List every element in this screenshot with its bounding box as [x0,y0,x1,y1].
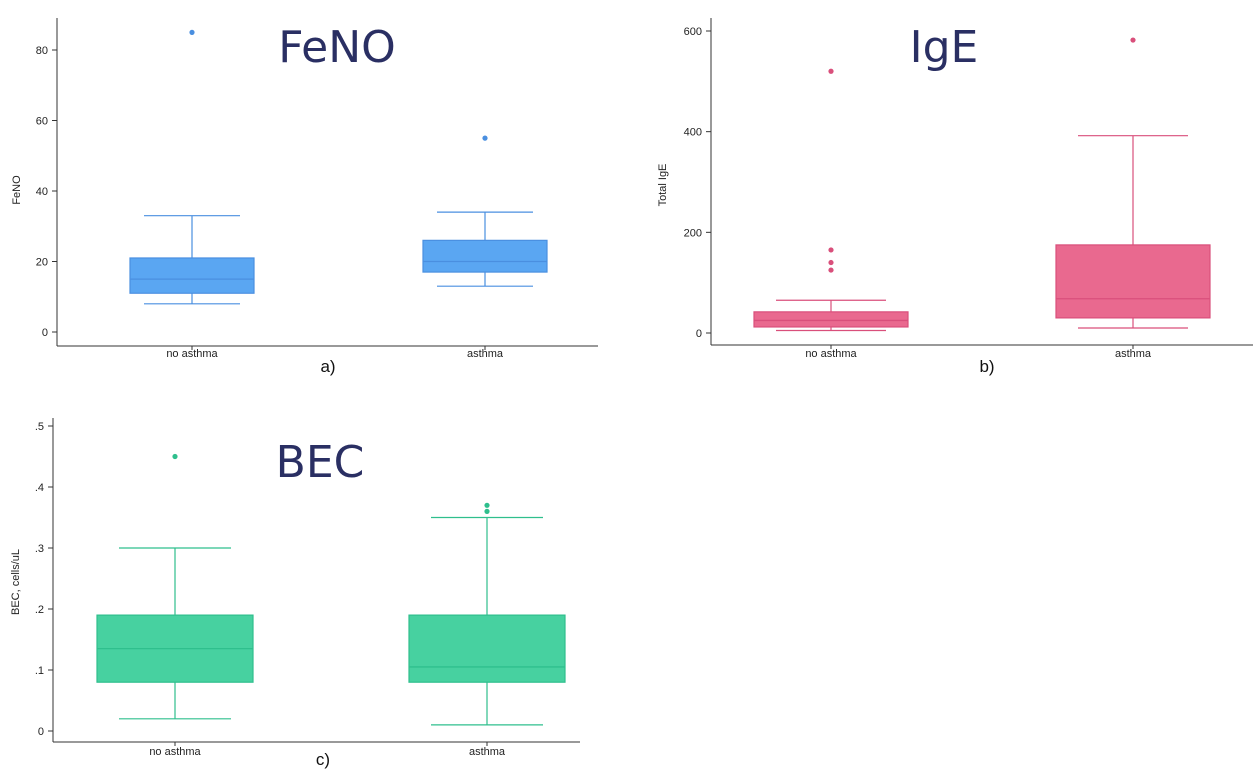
bec-y-tick-label: .3 [35,543,44,555]
ige-category-label: asthma [1115,348,1152,360]
ige-asthma-outlier [1130,37,1136,43]
bec-y-tick-label: .2 [35,604,44,616]
bec-title: BEC [276,437,365,488]
ige-no-asthma-outlier [828,247,834,253]
bec-y-tick-label: .1 [35,665,44,677]
feno-y-tick-label: 80 [36,45,48,57]
ige-y-tick-label: 400 [684,127,702,139]
ige-category-label: no asthma [805,348,857,360]
feno-ylabel: FeNO [11,175,23,205]
bec-panel-label: c) [316,750,330,769]
feno-asthma-box [422,239,548,273]
ige-asthma-box [1055,244,1211,319]
ige-no-asthma-box [753,311,909,328]
ige-y-tick-label: 0 [696,328,702,340]
bec-ylabel: BEC, cells/uL [10,549,22,615]
feno-y-tick-label: 40 [36,186,48,198]
ige-no-asthma-outlier [828,267,834,273]
feno-no-asthma-box [129,257,255,294]
ige-y-tick-label: 600 [684,26,702,38]
ige-title: IgE [910,22,979,73]
ige-no-asthma-outlier [828,68,834,74]
feno-category-label: asthma [467,348,504,360]
ige-panel-label: b) [979,357,994,376]
bec-panel: BEC BEC, cells/uL c) 0 .1 .2 .3 .4 .5 no asthm… [10,418,580,769]
bec-category-label: asthma [469,746,506,758]
bec-y-tick-label: .5 [35,421,44,433]
ige-no-asthma-outlier [828,259,834,266]
ige-y-tick-label: 200 [684,227,702,239]
feno-y-tick-label: 0 [42,327,48,339]
feno-title: FeNO [278,22,396,73]
bec-y-tick-label: 0 [38,726,44,738]
feno-category-label: no asthma [166,348,218,360]
feno-y-tick-label: 60 [36,116,48,128]
feno-y-tick-label: 20 [36,257,48,269]
bec-asthma-outlier [484,502,490,508]
bec-asthma-box [408,614,566,683]
bec-category-label: no asthma [149,746,201,758]
bec-y-tick-label: .4 [35,482,44,494]
feno-asthma-outlier [482,135,488,141]
feno-panel-label: a) [320,357,335,376]
ige-ylabel: Total IgE [657,164,669,207]
bec-asthma-outlier [484,508,490,514]
feno-no-asthma-outlier [189,29,195,35]
ige-panel: IgE Total IgE b) 0 200 400 600 no asthma asth… [657,18,1253,376]
bec-no-asthma-outlier [172,453,178,460]
feno-panel: FeNO FeNO a) 0 20 40 60 80 no asthma asthma [11,18,598,376]
